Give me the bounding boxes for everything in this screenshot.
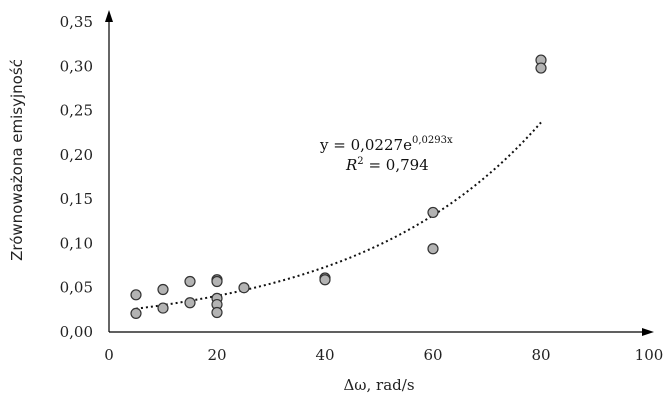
trendline-equation-exponent: 0,0293x <box>412 135 453 146</box>
data-point <box>185 277 195 287</box>
data-point <box>536 63 546 73</box>
data-point <box>239 283 249 293</box>
y-tick-label: 0,25 <box>60 102 93 120</box>
x-tick-labels: 0 20 40 60 80 100 <box>104 346 663 364</box>
y-tick-label: 0,15 <box>60 190 93 208</box>
x-tick-label: 40 <box>315 346 334 364</box>
y-tick-label: 0,30 <box>60 57 93 75</box>
y-tick-label: 0,35 <box>60 13 93 31</box>
data-point <box>158 303 168 313</box>
data-point <box>131 308 141 318</box>
x-tick-label: 20 <box>207 346 226 364</box>
data-point <box>185 298 195 308</box>
data-point <box>212 308 222 318</box>
y-tick-label: 0,00 <box>60 323 93 341</box>
y-tick-labels: 0,00 0,05 0,10 0,15 0,20 0,25 0,30 0,35 <box>60 13 93 341</box>
data-point <box>428 244 438 254</box>
y-tick-label: 0,10 <box>60 234 93 252</box>
data-point <box>158 284 168 294</box>
data-point <box>131 290 141 300</box>
x-tick-label: 0 <box>104 346 114 364</box>
data-point <box>212 277 222 287</box>
x-tick-label: 60 <box>423 346 442 364</box>
y-axis-title: Zrównoważona emisyjność <box>8 59 26 261</box>
data-points <box>131 55 546 318</box>
y-axis-arrow <box>105 10 113 22</box>
y-tick-label: 0,20 <box>60 146 93 164</box>
trendline-r-squared: R2 = 0,794 <box>345 156 429 174</box>
y-tick-label: 0,05 <box>60 279 93 297</box>
x-axis-title: Δω, rad/s <box>343 376 414 394</box>
x-tick-label: 100 <box>635 346 664 364</box>
trendline-equation: y = 0,0227e0,0293x <box>319 135 453 154</box>
data-point <box>428 207 438 217</box>
data-point <box>320 275 330 285</box>
x-tick-label: 80 <box>531 346 550 364</box>
r-squared-value: = 0,794 <box>364 156 429 174</box>
x-axis-arrow <box>642 328 654 336</box>
